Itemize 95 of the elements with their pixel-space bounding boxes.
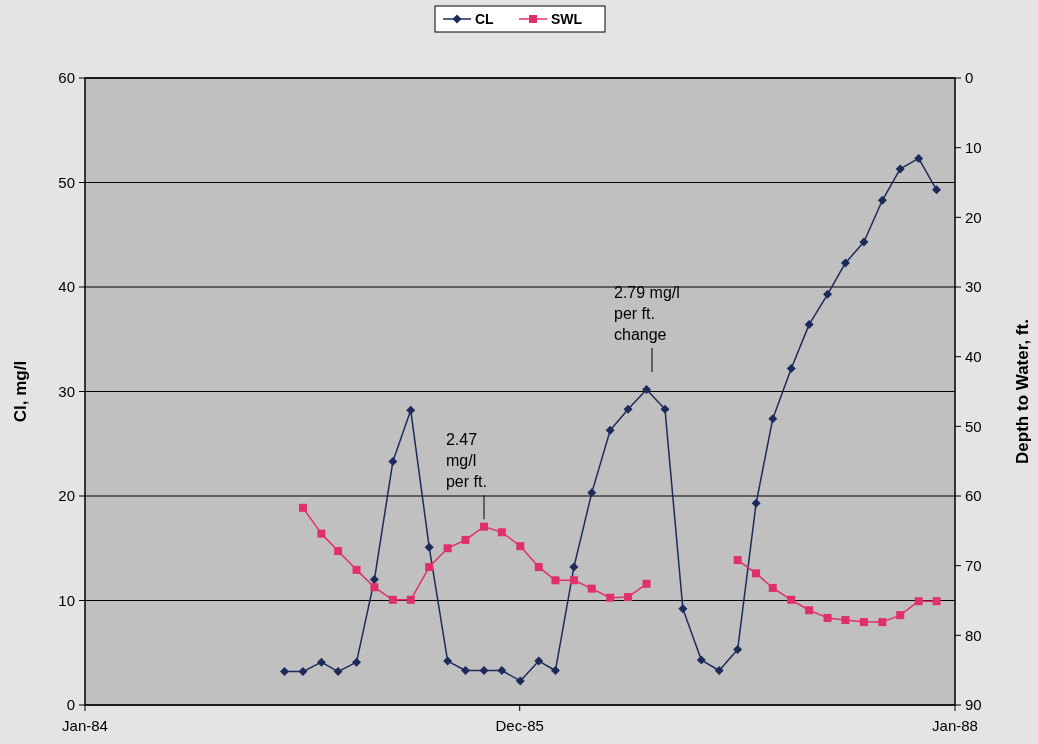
point [914, 153, 924, 163]
point [896, 611, 905, 620]
y-tick-label: 30 [58, 382, 75, 400]
point [859, 237, 869, 247]
point [805, 606, 814, 615]
point [406, 595, 415, 604]
point [823, 289, 833, 299]
point [298, 503, 307, 512]
y2-tick-label: 90 [965, 696, 982, 714]
point [443, 656, 453, 666]
y-tick-label: 20 [58, 487, 75, 505]
y2-tick-label: 80 [965, 626, 982, 644]
point [443, 544, 452, 553]
point [787, 595, 796, 604]
point [768, 583, 777, 592]
point [406, 405, 416, 415]
point [352, 565, 361, 574]
y2-tick-label: 30 [965, 278, 982, 296]
x-tick-label: Jan-88 [932, 717, 978, 734]
point [587, 488, 597, 498]
point [878, 618, 887, 627]
point [752, 569, 761, 578]
point [551, 576, 560, 585]
point [841, 616, 850, 625]
point [786, 364, 796, 374]
point [733, 556, 742, 565]
point [497, 528, 506, 537]
point [550, 666, 560, 676]
point [279, 667, 289, 677]
annotation: 2.79 mg/l per ft. change [614, 284, 680, 343]
point [859, 618, 868, 627]
point [333, 667, 343, 677]
point [877, 195, 887, 205]
point [605, 425, 615, 435]
point [624, 593, 633, 602]
y-tick-label: 10 [58, 591, 75, 609]
point [840, 258, 850, 268]
point [534, 656, 544, 666]
y2-tick-label: 40 [965, 347, 982, 365]
y2-tick-label: 60 [965, 487, 982, 505]
point [895, 164, 905, 174]
point [516, 542, 525, 551]
point [461, 666, 471, 676]
point [461, 535, 470, 544]
point [316, 657, 326, 667]
point [751, 498, 761, 508]
point [660, 404, 670, 414]
point [932, 185, 942, 195]
point [479, 666, 489, 676]
y2-tick-label: 20 [965, 208, 982, 226]
point [497, 666, 507, 676]
y2-tick-label: 70 [965, 556, 982, 574]
point [317, 529, 326, 538]
y2-tick-label: 50 [965, 417, 982, 435]
point [714, 666, 724, 676]
annotation: 2.47 mg/l per ft. [445, 431, 487, 491]
point [696, 655, 706, 665]
point [479, 522, 488, 531]
point [424, 542, 434, 552]
y2-tick-label: 0 [965, 69, 974, 87]
point [388, 595, 397, 604]
x-tick-label: Jan-84 [62, 717, 108, 734]
point [642, 579, 651, 588]
point [334, 547, 343, 556]
point [642, 384, 652, 394]
point [768, 414, 778, 424]
point [678, 604, 688, 614]
point [352, 657, 362, 667]
point [298, 667, 308, 677]
point [823, 613, 832, 622]
point [606, 593, 615, 602]
point [370, 583, 379, 592]
y-axis-title: Cl, mg/l [11, 360, 30, 423]
y-tick-label: 50 [58, 173, 75, 191]
point [369, 575, 379, 585]
point [623, 404, 633, 414]
legend-label: SWL [551, 10, 583, 27]
y-tick-label: 60 [58, 69, 75, 87]
y2-tick-label: 10 [965, 138, 982, 156]
y-tick-label: 40 [58, 278, 75, 296]
y2-axis-title: Depth to Water, ft. [1013, 319, 1032, 464]
point [804, 320, 814, 330]
point [587, 584, 596, 593]
point [388, 457, 398, 467]
point [569, 562, 579, 572]
point [534, 563, 543, 572]
point [515, 676, 525, 686]
point [932, 597, 941, 606]
legend-label: CL [475, 10, 495, 27]
point [733, 645, 743, 655]
point [425, 563, 434, 572]
point [914, 597, 923, 606]
y-tick-label: 0 [66, 696, 75, 714]
x-tick-label: Dec-85 [495, 717, 544, 734]
point [569, 576, 578, 585]
